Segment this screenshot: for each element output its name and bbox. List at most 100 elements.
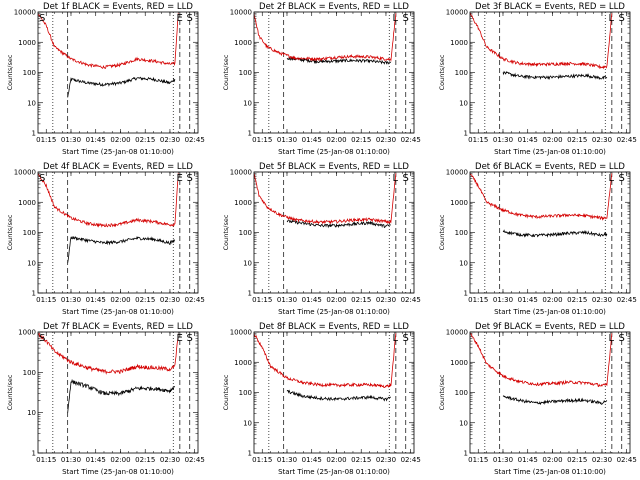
panel-title: Det 1f BLACK = Events, RED = LLD — [43, 2, 193, 12]
y-tick-label: 1000 — [450, 39, 468, 47]
x-tick-label: 01:45 — [302, 136, 322, 144]
panel-frame — [37, 11, 199, 134]
y-axis-label: Counts/sec — [438, 374, 446, 410]
x-tick-label: 01:30 — [277, 456, 297, 464]
y-axis-label: Counts/sec — [222, 214, 230, 250]
panel-title: Det 7f BLACK = Events, RED = LLD — [43, 322, 193, 332]
x-axis-label: Start Time (25-Jan-08 01:10:00) — [62, 468, 174, 476]
y-tick-label: 1000 — [18, 39, 36, 47]
x-tick-label: 01:15 — [36, 456, 56, 464]
x-axis-label: Start Time (25-Jan-08 01:10:00) — [494, 468, 606, 476]
x-tick-label: 02:30 — [592, 456, 612, 464]
series-line-lld — [38, 13, 179, 70]
y-axis-label: Counts/sec — [222, 54, 230, 90]
panel-frame — [469, 331, 631, 454]
detector-panel: Det 7f BLACK = Events, RED = LLD Counts/s… — [6, 322, 205, 476]
y-tick-label: 1000 — [18, 329, 36, 337]
series-line-events — [286, 55, 392, 65]
marker-right-2: S — [186, 173, 192, 184]
y-tick-label: 100 — [23, 369, 36, 377]
y-tick-label: 100 — [455, 69, 468, 77]
x-tick-label: 01:45 — [302, 296, 322, 304]
x-tick-label: 02:30 — [376, 456, 396, 464]
x-tick-label: 01:45 — [86, 456, 106, 464]
x-axis-label: Start Time (25-Jan-08 01:10:00) — [278, 308, 390, 316]
saa-marker-left: S — [39, 333, 45, 344]
x-tick-label: 02:30 — [592, 296, 612, 304]
y-tick-label: 10000 — [230, 9, 252, 17]
panel-frame — [37, 171, 199, 294]
y-tick-label: 100 — [23, 229, 36, 237]
x-tick-label: 01:15 — [468, 296, 488, 304]
series-line-lld — [254, 13, 397, 62]
y-tick-label: 10 — [243, 99, 252, 107]
x-axis-label: Start Time (25-Jan-08 01:10:00) — [494, 308, 606, 316]
y-tick-label: 1000 — [234, 199, 252, 207]
x-tick-label: 01:30 — [493, 456, 513, 464]
y-tick-label: 1000 — [234, 359, 252, 367]
x-tick-label: 02:45 — [401, 136, 421, 144]
panel-plot-area — [470, 333, 613, 406]
y-tick-label: 100 — [239, 229, 252, 237]
marker-right-1: E — [177, 173, 183, 184]
x-tick-label: 02:30 — [160, 136, 180, 144]
series-line-lld — [470, 173, 613, 221]
marker-right-2: S — [618, 333, 624, 344]
x-tick-label: 02:45 — [401, 296, 421, 304]
saa-marker-left: S — [39, 173, 45, 184]
panel-frame — [469, 171, 631, 294]
x-tick-label: 01:15 — [468, 136, 488, 144]
x-tick-label: 02:45 — [617, 456, 637, 464]
panel-title: Det 6f BLACK = Events, RED = LLD — [475, 162, 625, 172]
panel-frame — [253, 171, 415, 294]
y-tick-label: 100 — [239, 389, 252, 397]
y-tick-label: 1 — [32, 130, 36, 138]
y-tick-label: 1 — [464, 130, 468, 138]
y-tick-label: 10 — [459, 99, 468, 107]
x-tick-label: 02:00 — [110, 136, 130, 144]
series-line-events — [67, 235, 176, 263]
x-tick-label: 02:00 — [110, 296, 130, 304]
detector-panel: Det 4f BLACK = Events, RED = LLD Counts/s… — [6, 162, 205, 316]
y-tick-label: 10 — [243, 259, 252, 267]
x-tick-label: 01:45 — [86, 296, 106, 304]
marker-right-2: S — [186, 13, 192, 24]
x-tick-label: 02:15 — [135, 136, 155, 144]
x-tick-label: 02:15 — [567, 456, 587, 464]
x-tick-label: 02:45 — [185, 456, 205, 464]
series-line-events — [502, 70, 608, 81]
detector-panel: Det 1f BLACK = Events, RED = LLD Counts/s… — [6, 2, 205, 156]
x-tick-label: 01:15 — [36, 296, 56, 304]
y-tick-label: 1 — [32, 450, 36, 458]
x-tick-label: 01:45 — [518, 296, 538, 304]
series-line-events — [67, 378, 176, 413]
x-tick-label: 02:00 — [542, 456, 562, 464]
x-tick-label: 02:15 — [135, 296, 155, 304]
panel-title: Det 3f BLACK = Events, RED = LLD — [475, 2, 625, 12]
panel-title: Det 5f BLACK = Events, RED = LLD — [259, 162, 409, 172]
saa-marker-left: S — [39, 13, 45, 24]
marker-right-1: E — [177, 13, 183, 24]
x-axis-label: Start Time (25-Jan-08 01:10:00) — [494, 148, 606, 156]
panel-plot-area — [254, 13, 397, 65]
y-tick-label: 1000 — [450, 359, 468, 367]
marker-right-1: L — [609, 333, 615, 344]
y-tick-label: 1 — [464, 450, 468, 458]
panel-title: Det 8f BLACK = Events, RED = LLD — [259, 322, 409, 332]
marker-right-1: L — [393, 173, 399, 184]
x-tick-label: 01:45 — [518, 456, 538, 464]
y-axis-label: Counts/sec — [438, 214, 446, 250]
series-line-lld — [470, 13, 613, 70]
y-tick-label: 10 — [27, 409, 36, 417]
y-tick-label: 100 — [455, 389, 468, 397]
detector-panel: Det 6f BLACK = Events, RED = LLD Counts/s… — [438, 162, 637, 316]
y-tick-label: 10 — [27, 99, 36, 107]
marker-right-2: S — [186, 333, 192, 344]
x-tick-label: 01:15 — [36, 136, 56, 144]
panel-frame — [253, 11, 415, 134]
y-tick-label: 1000 — [450, 199, 468, 207]
y-tick-label: 100 — [455, 229, 468, 237]
x-tick-label: 01:15 — [252, 456, 272, 464]
series-line-events — [286, 219, 392, 229]
x-tick-label: 02:45 — [617, 296, 637, 304]
